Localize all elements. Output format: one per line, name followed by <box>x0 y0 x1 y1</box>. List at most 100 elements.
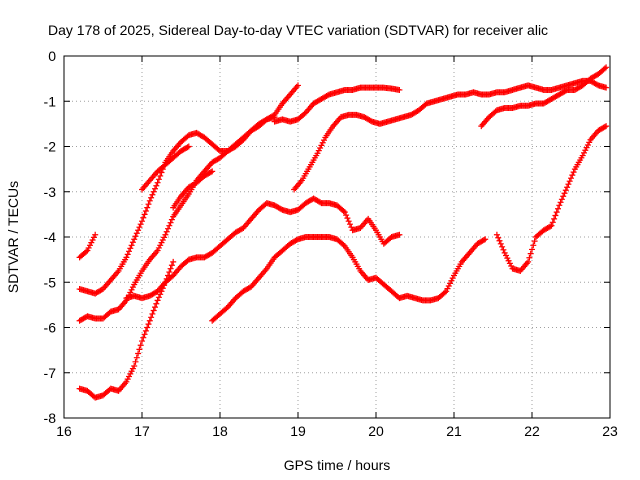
data-point-marker <box>159 237 166 244</box>
data-point-marker <box>158 239 165 246</box>
data-point-marker <box>144 324 151 331</box>
x-tick-label: 18 <box>212 423 228 439</box>
series-s1 <box>76 231 99 261</box>
data-point-marker <box>340 241 347 248</box>
data-point-marker <box>343 212 350 219</box>
data-point-marker <box>152 185 158 192</box>
data-point-marker <box>136 224 143 231</box>
data-point-marker <box>530 242 537 249</box>
data-point-marker <box>321 137 327 144</box>
data-point-marker <box>128 286 135 293</box>
y-tick-label: -7 <box>44 365 57 381</box>
data-point-marker <box>163 228 170 235</box>
data-point-marker <box>149 310 156 317</box>
data-point-marker <box>128 242 135 249</box>
series-s9 <box>271 84 403 125</box>
data-point-marker <box>170 258 177 265</box>
data-point-marker <box>562 187 569 194</box>
x-tick-label: 21 <box>446 423 462 439</box>
y-axis-label: SDTVAR / TECUs <box>5 181 21 293</box>
data-point-marker <box>84 247 91 254</box>
data-point-marker <box>167 265 174 272</box>
data-point-marker <box>131 362 138 369</box>
data-point-marker <box>154 247 161 254</box>
data-point-marker <box>131 236 138 243</box>
data-point-marker <box>579 152 586 159</box>
data-point-marker <box>141 331 148 338</box>
data-point-marker <box>556 202 563 209</box>
data-point-marker <box>526 254 533 261</box>
data-point-marker <box>139 218 145 225</box>
data-point-marker <box>341 209 348 216</box>
data-point-marker <box>508 263 515 270</box>
series-s10 <box>291 77 610 193</box>
data-point-marker <box>166 222 173 229</box>
data-point-marker <box>562 87 569 94</box>
data-point-marker <box>148 194 155 201</box>
data-point-marker <box>603 123 610 130</box>
data-point-marker <box>568 175 574 182</box>
data-point-marker <box>144 204 151 211</box>
data-point-marker <box>129 239 136 246</box>
data-point-marker <box>347 221 353 228</box>
data-point-marker <box>154 179 161 186</box>
data-point-marker <box>441 289 448 296</box>
data-point-marker <box>135 227 142 234</box>
data-point-marker <box>137 342 144 349</box>
data-point-marker <box>315 147 322 154</box>
data-point-marker <box>531 238 538 245</box>
data-point-marker <box>529 246 535 253</box>
data-point-marker <box>396 231 403 238</box>
y-tick-label: 0 <box>48 48 56 64</box>
data-point-marker <box>601 123 608 130</box>
data-point-marker <box>154 297 161 304</box>
data-point-marker <box>207 169 214 176</box>
data-point-marker <box>141 211 148 218</box>
data-point-marker <box>124 376 131 383</box>
data-point-marker <box>123 254 130 261</box>
series-s3 <box>76 82 301 324</box>
data-point-marker <box>155 244 162 251</box>
x-tick-label: 23 <box>602 423 618 439</box>
data-point-marker <box>137 221 144 228</box>
data-point-marker <box>445 283 452 290</box>
data-point-marker <box>184 144 191 151</box>
data-point-marker <box>168 262 175 269</box>
data-point-marker <box>89 237 96 244</box>
series-s6 <box>123 195 403 302</box>
x-tick-label: 17 <box>134 423 150 439</box>
data-point-marker <box>560 193 567 200</box>
series-s11 <box>478 64 610 130</box>
data-point-marker <box>497 240 504 247</box>
data-point-marker <box>506 260 513 267</box>
y-tick-label: -1 <box>44 93 57 109</box>
series-s5 <box>139 143 192 193</box>
y-tick-label: -4 <box>44 229 57 245</box>
data-point-marker <box>344 215 351 222</box>
data-point-marker <box>548 222 555 229</box>
data-point-marker <box>527 250 534 257</box>
data-point-marker <box>500 246 507 253</box>
data-point-marker <box>132 358 139 365</box>
data-point-marker <box>396 86 403 93</box>
data-point-marker <box>340 207 347 214</box>
data-point-marker <box>551 215 558 222</box>
data-point-marker <box>501 249 508 256</box>
data-point-marker <box>317 145 324 152</box>
data-point-marker <box>153 300 160 307</box>
y-tick-label: -5 <box>44 274 57 290</box>
data-point-marker <box>153 182 160 189</box>
x-tick-label: 19 <box>290 423 306 439</box>
data-point-marker <box>557 199 564 206</box>
data-point-marker <box>140 334 147 341</box>
data-point-marker <box>603 84 610 91</box>
data-point-marker <box>319 139 326 146</box>
data-point-marker <box>157 291 164 298</box>
data-point-marker <box>161 234 168 241</box>
data-point-marker <box>145 201 152 208</box>
data-point-marker <box>447 280 454 287</box>
data-point-marker <box>570 169 577 176</box>
y-tick-label: -2 <box>44 139 57 155</box>
data-point-marker <box>549 219 556 226</box>
